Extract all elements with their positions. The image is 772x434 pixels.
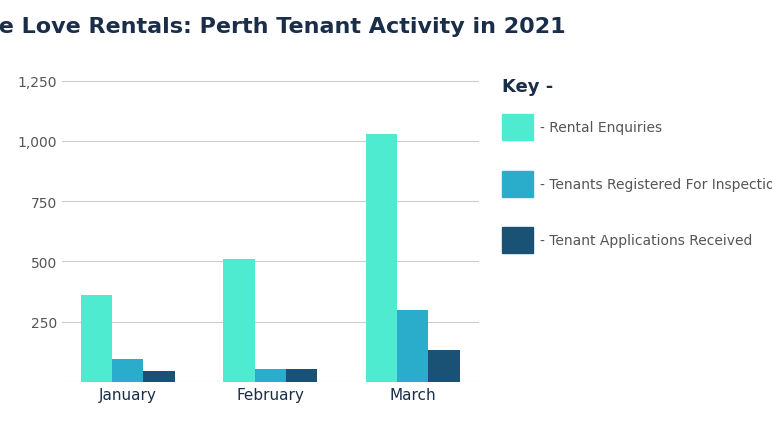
Text: - Rental Enquiries: - Rental Enquiries <box>540 121 662 135</box>
Text: Key -: Key - <box>502 78 553 96</box>
Bar <box>366 135 397 382</box>
Bar <box>286 369 317 382</box>
Text: We Love Rentals: Perth Tenant Activity in 2021: We Love Rentals: Perth Tenant Activity i… <box>0 17 566 37</box>
Bar <box>255 369 286 382</box>
Bar <box>112 359 144 382</box>
Text: - Tenant Applications Received: - Tenant Applications Received <box>540 234 753 248</box>
Bar <box>428 351 459 382</box>
Bar <box>81 296 112 382</box>
Bar <box>397 310 428 382</box>
Text: - Tenants Registered For Inspections: - Tenants Registered For Inspections <box>540 178 772 191</box>
Bar <box>223 260 255 382</box>
Bar <box>144 371 174 382</box>
